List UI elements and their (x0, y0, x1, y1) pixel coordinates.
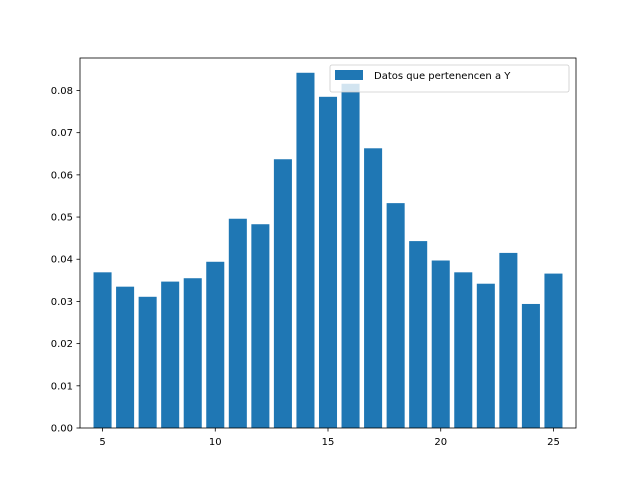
bars-group (93, 72, 563, 429)
bar-11 (228, 218, 247, 428)
y-axis: 0.00 0.01 0.02 0.03 0.04 0.05 0.06 0.07 0.08 (51, 86, 80, 435)
y-tick-label-1: 0.01 (51, 381, 73, 392)
bar-18 (386, 203, 405, 428)
bar-12 (251, 224, 270, 428)
bar-19 (409, 241, 428, 428)
bar-24 (521, 303, 540, 428)
y-tick-label-2: 0.02 (51, 339, 73, 350)
x-tick-label-25: 25 (547, 437, 560, 448)
bar-20 (431, 260, 450, 428)
bar-6 (116, 286, 135, 428)
x-tick-label-10: 10 (209, 437, 222, 448)
y-tick-label-8: 0.08 (51, 86, 73, 97)
y-tick-label-4: 0.04 (51, 255, 73, 266)
legend: Datos que pertenencen a Y (329, 64, 570, 93)
x-tick-label-15: 15 (322, 437, 335, 448)
x-axis: 5 10 15 20 25 (99, 428, 560, 448)
y-tick-label-3: 0.03 (51, 297, 73, 308)
y-tick-label-0: 0.00 (51, 424, 73, 435)
bar-13 (273, 159, 292, 428)
bar-25 (544, 273, 563, 428)
bar-10 (206, 261, 225, 428)
y-tick-label-6: 0.06 (51, 170, 73, 181)
bar-7 (138, 296, 157, 428)
bar-9 (183, 278, 202, 428)
bar-23 (499, 252, 518, 428)
legend-box (329, 64, 570, 93)
bar-14 (296, 72, 315, 429)
legend-label: Datos que pertenencen a Y (374, 71, 511, 82)
bar-17 (364, 148, 383, 429)
bar-5 (93, 272, 112, 428)
y-tick-label-7: 0.07 (51, 128, 73, 139)
bar-8 (161, 281, 180, 428)
x-tick-label-5: 5 (99, 437, 105, 448)
bar-22 (476, 283, 495, 428)
bar-15 (318, 96, 338, 428)
x-tick-label-20: 20 (434, 437, 447, 448)
bar-16 (341, 83, 360, 429)
legend-swatch (335, 70, 363, 80)
bar-21 (454, 272, 473, 428)
y-tick-label-5: 0.05 (51, 213, 73, 224)
